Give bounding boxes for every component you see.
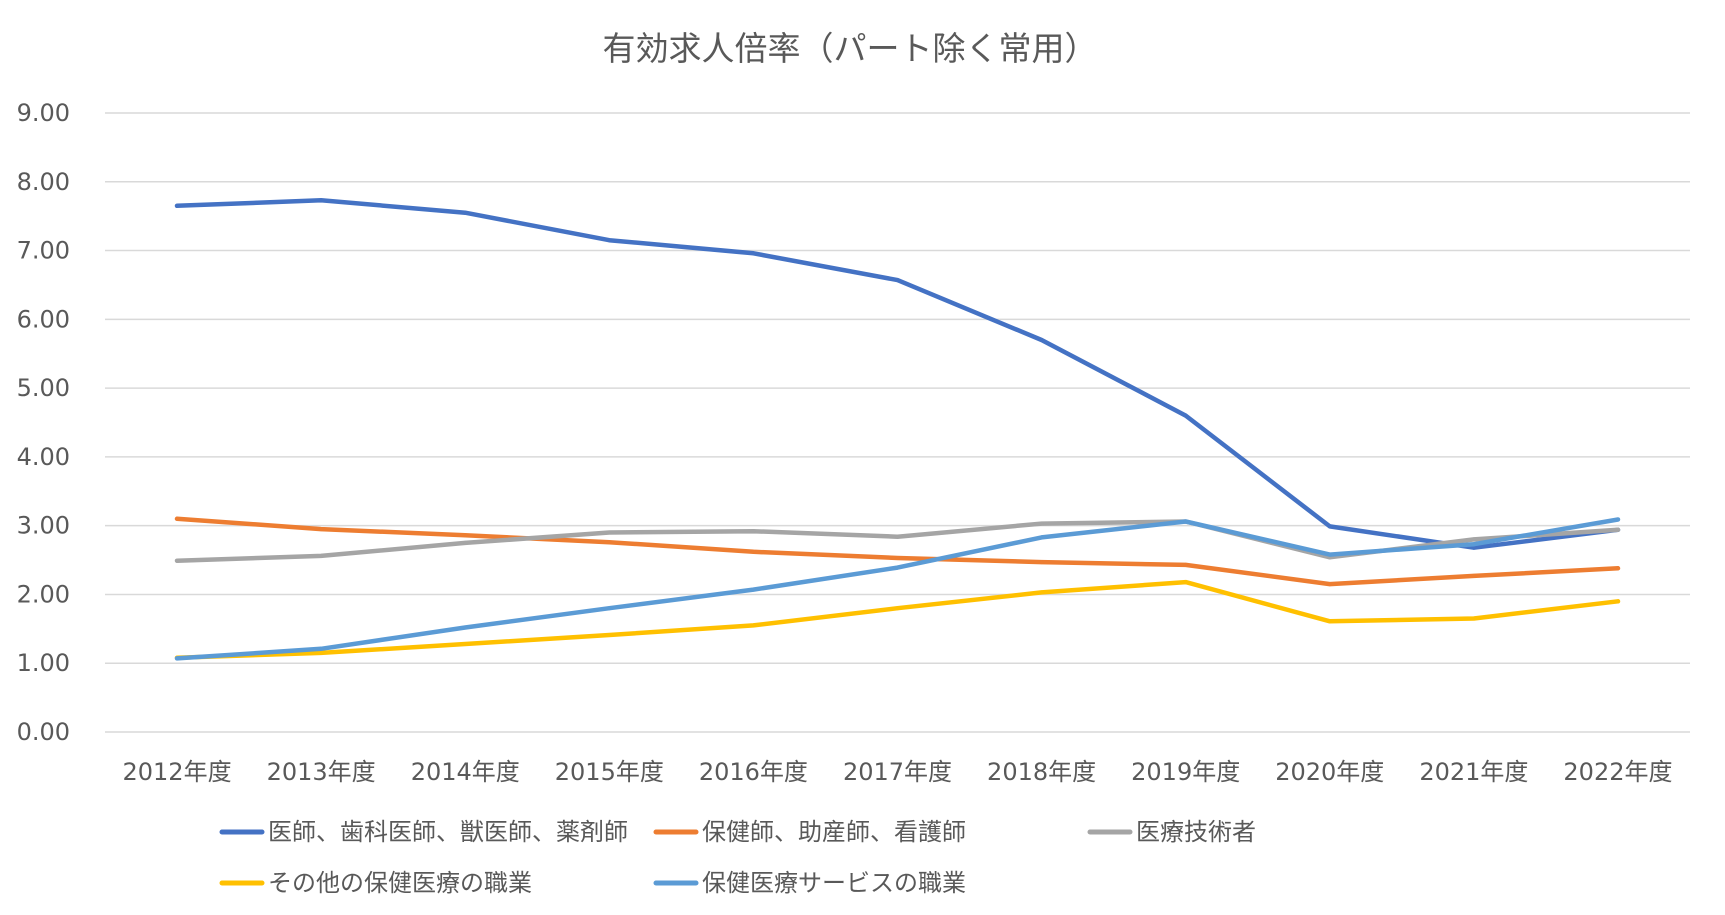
- data-point: [319, 646, 324, 651]
- data-point: [895, 534, 900, 539]
- y-tick-label: 1.00: [17, 649, 70, 677]
- series-lines: [174, 198, 1621, 661]
- y-tick-label: 8.00: [17, 168, 70, 196]
- series-line-1: [174, 198, 1621, 550]
- legend-label: 保健医療サービスの職業: [702, 869, 966, 897]
- data-point: [463, 533, 468, 538]
- data-point: [751, 549, 756, 554]
- data-point: [1039, 535, 1044, 540]
- legend-label: 保健師、助産師、看護師: [702, 818, 966, 846]
- series-line-4: [174, 579, 1621, 660]
- legend-item: 医師、歯科医師、獣医師、薬剤師: [219, 818, 628, 846]
- y-tick-label: 0.00: [17, 718, 70, 746]
- legend-label: 医療技術者: [1136, 818, 1256, 846]
- x-tick-label: 2019年度: [1131, 758, 1240, 786]
- data-point: [1039, 337, 1044, 342]
- x-tick-label: 2022年度: [1563, 758, 1672, 786]
- data-point: [175, 558, 180, 563]
- x-tick-label: 2017年度: [843, 758, 952, 786]
- data-point: [607, 238, 612, 243]
- legend-item: 保健医療サービスの職業: [653, 869, 966, 897]
- legend: 医師、歯科医師、獣医師、薬剤師 保健師、助産師、看護師 医療技術者その他の保健医療の…: [219, 818, 1256, 897]
- y-tick-label: 3.00: [17, 512, 70, 540]
- data-point: [319, 650, 324, 655]
- x-tick-label: 2013年度: [267, 758, 376, 786]
- x-tick-label: 2021年度: [1419, 758, 1528, 786]
- data-point: [1039, 560, 1044, 565]
- data-point: [607, 606, 612, 611]
- data-point: [1039, 590, 1044, 595]
- data-point: [1039, 521, 1044, 526]
- legend-label: 医師、歯科医師、獣医師、薬剤師: [268, 818, 628, 846]
- data-point: [1327, 582, 1332, 587]
- y-axis-tick-labels: 0.00 1.00 2.00 3.00 4.00 5.00 6.00 7.00 8.00 9.00: [17, 99, 70, 746]
- y-tick-label: 5.00: [17, 374, 70, 402]
- data-point: [1183, 580, 1188, 585]
- data-point: [463, 210, 468, 215]
- legend-item: 保健師、助産師、看護師: [653, 818, 966, 846]
- series-line-3: [174, 519, 1621, 563]
- y-tick-label: 4.00: [17, 443, 70, 471]
- x-tick-label: 2015年度: [555, 758, 664, 786]
- data-point: [175, 516, 180, 521]
- data-point: [463, 625, 468, 630]
- y-tick-label: 7.00: [17, 237, 70, 265]
- x-axis-tick-labels: 2012年度 2013年度 2014年度 2015年度 2016年度 2017年度 2018…: [123, 758, 1673, 786]
- data-point: [175, 656, 180, 661]
- data-point: [1471, 537, 1476, 542]
- data-point: [319, 198, 324, 203]
- data-point: [1471, 542, 1476, 547]
- data-point: [1471, 616, 1476, 621]
- data-point: [1615, 599, 1620, 604]
- y-tick-label: 9.00: [17, 99, 70, 127]
- x-tick-label: 2018年度: [987, 758, 1096, 786]
- data-point: [751, 623, 756, 628]
- data-point: [607, 530, 612, 535]
- legend-item: その他の保健医療の職業: [219, 869, 532, 897]
- data-point: [1327, 619, 1332, 624]
- legend-label: その他の保健医療の職業: [268, 869, 532, 897]
- data-point: [895, 606, 900, 611]
- data-point: [607, 540, 612, 545]
- legend-item: 医療技術者: [1087, 818, 1256, 846]
- data-point: [1327, 524, 1332, 529]
- series-line-5: [174, 517, 1621, 661]
- data-point: [319, 527, 324, 532]
- y-tick-label: 6.00: [17, 305, 70, 333]
- data-point: [1471, 573, 1476, 578]
- data-point: [463, 540, 468, 545]
- data-point: [1327, 552, 1332, 557]
- x-tick-label: 2014年度: [411, 758, 520, 786]
- data-point: [1183, 519, 1188, 524]
- data-point: [751, 251, 756, 256]
- data-point: [1615, 527, 1620, 532]
- x-tick-label: 2016年度: [699, 758, 808, 786]
- data-point: [895, 565, 900, 570]
- y-tick-label: 2.00: [17, 580, 70, 608]
- x-tick-label: 2012年度: [123, 758, 232, 786]
- data-point: [895, 278, 900, 283]
- data-point: [1183, 413, 1188, 418]
- data-point: [1471, 545, 1476, 550]
- data-point: [1183, 562, 1188, 567]
- gridlines: [105, 112, 1690, 733]
- data-point: [319, 553, 324, 558]
- x-tick-label: 2020年度: [1275, 758, 1384, 786]
- chart-title: 有効求人倍率（パート除く常用）: [603, 29, 1098, 68]
- data-point: [463, 641, 468, 646]
- data-point: [895, 555, 900, 560]
- data-point: [1615, 517, 1620, 522]
- data-point: [175, 203, 180, 208]
- data-point: [1615, 566, 1620, 571]
- data-point: [751, 529, 756, 534]
- data-point: [751, 587, 756, 592]
- data-point: [607, 633, 612, 638]
